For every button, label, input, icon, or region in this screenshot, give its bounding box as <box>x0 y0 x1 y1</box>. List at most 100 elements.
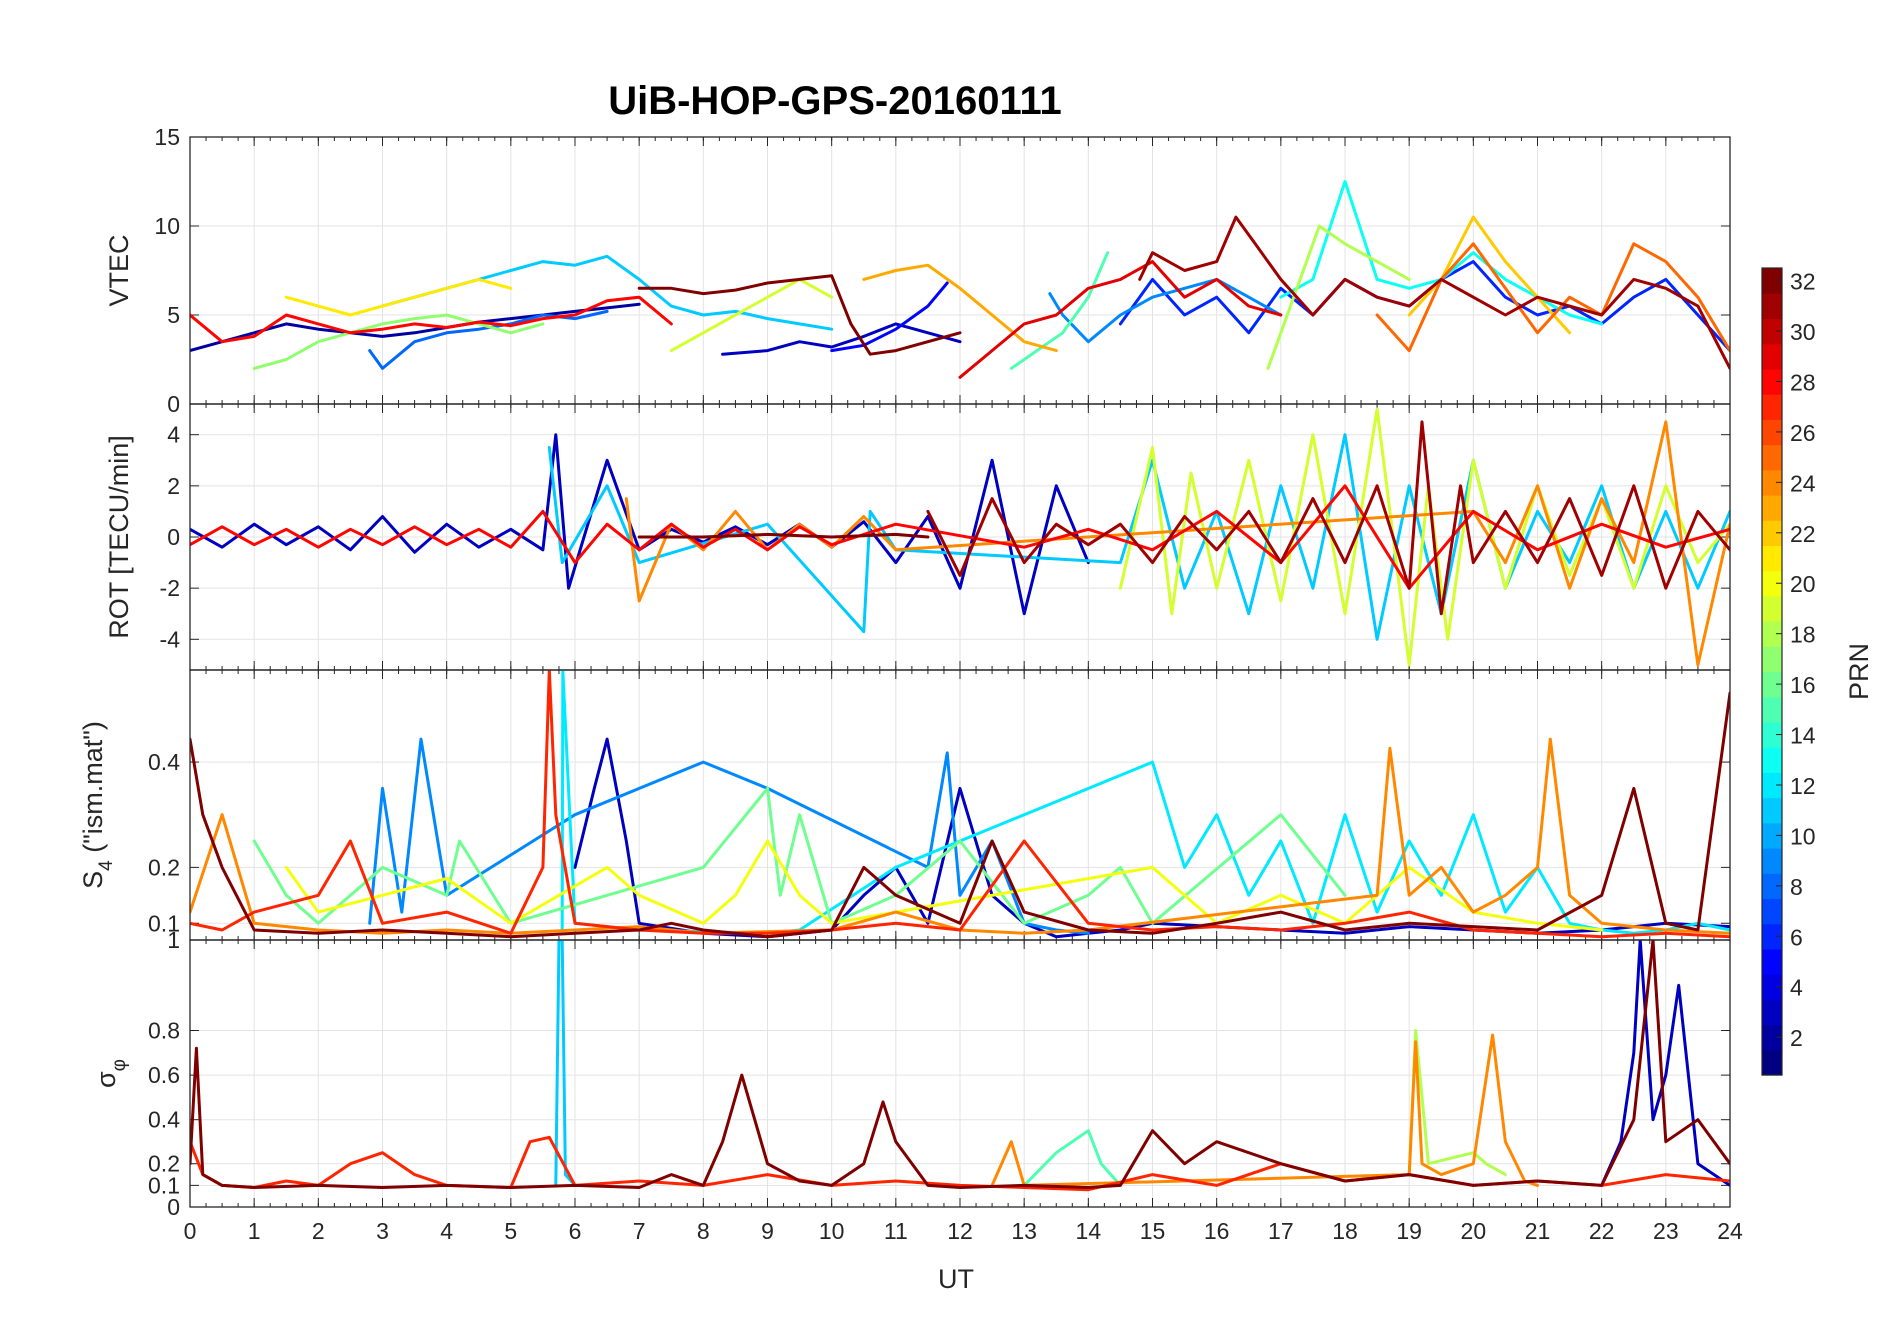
colorbar-tick-label: 2 <box>1790 1025 1803 1051</box>
y-axis-label-main: S <box>78 871 108 889</box>
series-line-prn-28 <box>190 484 1730 590</box>
series-line-prn-11 <box>554 940 577 1187</box>
x-tick-label: 15 <box>1140 1218 1166 1244</box>
x-tick-label: 17 <box>1268 1218 1294 1244</box>
colorbar-swatch <box>1762 621 1782 647</box>
series-line-prn-31 <box>926 420 1730 616</box>
x-tick-label: 2 <box>312 1218 325 1244</box>
y-tick-label: 15 <box>154 124 180 150</box>
colorbar-label: PRN <box>1844 643 1874 700</box>
colorbar-swatch <box>1762 797 1782 824</box>
y-tick-label: 5 <box>167 302 180 328</box>
y-tick-label: 0.4 <box>148 749 180 775</box>
y-axis-label-sub: 4 <box>96 860 117 871</box>
colorbar-swatch <box>1762 1024 1782 1051</box>
series-line-prn-3 <box>1600 940 1730 1187</box>
series-line-prn-20 <box>284 839 1604 932</box>
x-tick-label: 13 <box>1011 1218 1037 1244</box>
colorbar-swatch <box>1762 520 1782 547</box>
colorbar-tick-label: 6 <box>1790 924 1803 950</box>
x-tick-label: 23 <box>1653 1218 1679 1244</box>
colorbar-swatch <box>1762 318 1782 345</box>
colorbar-swatch <box>1762 394 1782 420</box>
x-tick-label: 1 <box>248 1218 261 1244</box>
colorbar-swatch <box>1762 444 1782 471</box>
colorbar-tick-label: 10 <box>1790 823 1816 849</box>
series-line-prn-29 <box>958 260 1283 379</box>
x-tick-label: 10 <box>819 1218 845 1244</box>
colorbar-swatch <box>1762 848 1782 874</box>
series-line-prn-3 <box>721 322 962 356</box>
x-tick-label: 6 <box>569 1218 582 1244</box>
x-tick-label: 4 <box>440 1218 453 1244</box>
colorbar-swatch <box>1762 923 1782 950</box>
series-line-prn-32 <box>190 691 1730 939</box>
series-line-prn-32 <box>190 940 1730 1189</box>
x-tick-label: 7 <box>633 1218 646 1244</box>
y-tick-label: 0.2 <box>148 854 180 880</box>
x-tick-label: 20 <box>1461 1218 1487 1244</box>
y-tick-label: 0.1 <box>148 1172 180 1198</box>
y-axis-label: VTEC <box>104 234 134 306</box>
y-tick-label: -2 <box>160 575 180 601</box>
y-tick-label: 4 <box>167 422 180 448</box>
x-tick-label: 11 <box>884 1218 908 1244</box>
panel-3: 0.1 0.2 0.4 S4 ("ism.mat") <box>78 669 1731 941</box>
x-tick-label: 16 <box>1204 1218 1230 1244</box>
series-line-prn-24 <box>624 420 1730 667</box>
colorbar-swatch <box>1762 948 1782 975</box>
colorbar-swatch <box>1762 873 1782 900</box>
series-line-prn-17 <box>252 313 545 370</box>
series-line-prn-24 <box>990 1033 1539 1187</box>
y-axis-label-main: σ <box>91 1071 121 1088</box>
colorbar-swatch <box>1762 343 1782 370</box>
x-tick-label: 3 <box>376 1218 389 1244</box>
y-tick-label: 0.8 <box>148 1018 180 1044</box>
colorbar-swatch <box>1762 494 1782 521</box>
series-line-prn-11 <box>547 433 1730 641</box>
colorbar-swatch <box>1762 671 1782 698</box>
colorbar-tick-label: 4 <box>1790 975 1803 1001</box>
colorbar-swatch <box>1762 368 1782 395</box>
colorbar-swatch <box>1762 772 1782 799</box>
series-line-prn-25 <box>1375 242 1730 353</box>
colorbar-swatch <box>1762 419 1782 446</box>
y-axis-label: S4 ("ism.mat") <box>78 721 117 889</box>
y-tick-label: 0.2 <box>148 1151 180 1177</box>
series-line-prn-16 <box>252 786 1347 925</box>
series-line-prn-31 <box>1138 215 1730 370</box>
series-line-prn-15 <box>1009 251 1110 370</box>
series-line-prn-32 <box>637 274 962 356</box>
colorbar-swatch <box>1762 721 1782 748</box>
colorbar-swatch <box>1762 469 1782 496</box>
x-tick-label: 14 <box>1076 1218 1102 1244</box>
x-tick-label: 22 <box>1589 1218 1615 1244</box>
y-tick-label: 0.6 <box>148 1062 180 1088</box>
series-line-prn-19 <box>669 277 834 353</box>
colorbar-swatch <box>1762 1049 1782 1076</box>
colorbar-tick-label: 18 <box>1790 622 1816 648</box>
y-tick-label: 10 <box>154 213 180 239</box>
colorbar-swatch <box>1762 268 1782 294</box>
y-axis-label-rest: ("ism.mat") <box>78 721 108 860</box>
series-line-prn-28 <box>190 295 673 344</box>
colorbar-tick-label: 28 <box>1790 369 1816 395</box>
colorbar-tick-label: 22 <box>1790 521 1816 547</box>
series-line-prn-9 <box>1048 277 1283 344</box>
colorbar-swatch <box>1762 646 1782 673</box>
x-tick-label: 8 <box>697 1218 710 1244</box>
series-line-prn-15 <box>1022 1129 1122 1187</box>
x-tick-label: 24 <box>1717 1218 1743 1244</box>
colorbar-tick-label: 12 <box>1790 773 1816 799</box>
series-line-prn-18 <box>1266 224 1411 370</box>
colorbar-swatch <box>1762 293 1782 320</box>
colorbar-tick-label: 8 <box>1790 874 1803 900</box>
colorbar-tick-label: 16 <box>1790 672 1816 698</box>
x-axis-label: UT <box>938 1264 974 1294</box>
colorbar-swatch <box>1762 595 1782 622</box>
colorbar-swatch <box>1762 974 1782 1000</box>
x-tick-label: 9 <box>761 1218 774 1244</box>
